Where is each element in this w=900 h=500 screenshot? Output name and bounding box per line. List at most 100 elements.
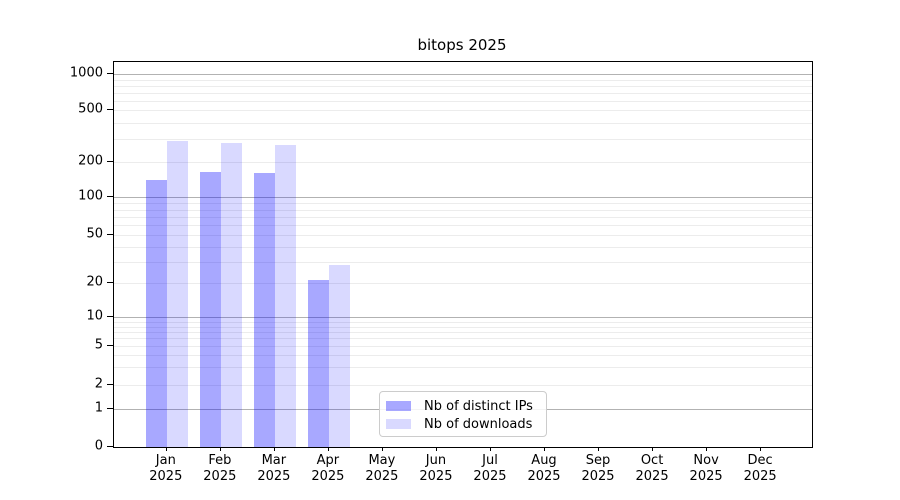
x-tick-label-jul: Jul 2025	[458, 453, 522, 485]
x-tick-mark	[706, 447, 708, 451]
minor-gridline	[114, 85, 812, 87]
minor-gridline	[114, 282, 812, 284]
y-tick-mark	[107, 383, 113, 385]
x-tick-mark	[435, 447, 437, 451]
x-tick-mark	[598, 447, 600, 451]
bar-distinct-ips-apr	[307, 280, 329, 447]
minor-gridline	[114, 203, 812, 205]
minor-gridline	[114, 346, 812, 347]
month-label: Apr	[316, 453, 340, 468]
y-tick-mark	[107, 446, 113, 447]
month-label: Oct	[640, 453, 664, 468]
month-label: Sep	[585, 453, 611, 468]
legend-entry: Nb of downloads	[386, 415, 538, 433]
major-gridline	[114, 197, 812, 199]
minor-gridline	[114, 209, 812, 211]
month-label: Nov	[693, 453, 719, 468]
minor-gridline	[114, 216, 812, 218]
y-tick-label: 50	[86, 226, 103, 242]
x-tick-mark	[273, 447, 275, 451]
y-tick-label: 100	[78, 188, 103, 204]
year-label: 2025	[149, 469, 183, 484]
bar-downloads-apr	[328, 265, 350, 447]
x-tick-mark	[652, 447, 654, 451]
x-tick-mark	[165, 447, 167, 451]
y-tick-mark	[107, 73, 113, 75]
minor-gridline	[114, 162, 812, 163]
y-tick-label: 1000	[69, 65, 103, 81]
minor-gridline	[114, 338, 812, 340]
minor-gridline	[114, 225, 812, 227]
x-tick-mark	[219, 447, 221, 451]
x-tick-label-may: May 2025	[350, 453, 414, 485]
legend: Nb of distinct IPs Nb of downloads	[379, 391, 547, 437]
y-tick-label: 1	[94, 400, 103, 416]
month-label: Dec	[747, 453, 773, 468]
year-label: 2025	[743, 469, 777, 484]
y-tick-mark	[107, 161, 113, 162]
plot-area	[113, 61, 813, 448]
y-tick-mark	[107, 109, 113, 111]
minor-gridline	[114, 235, 812, 237]
chart-title: bitops 2025	[417, 36, 507, 54]
y-tick-mark	[107, 281, 113, 283]
month-label: May	[368, 453, 396, 468]
month-label: Jan	[155, 453, 176, 468]
bar-downloads-mar	[274, 145, 296, 447]
x-tick-label-feb: Feb 2025	[188, 453, 252, 485]
bar-distinct-ips-jan	[145, 180, 167, 447]
legend-swatch	[386, 401, 411, 411]
minor-gridline	[114, 321, 812, 323]
legend-label: Nb of distinct IPs	[424, 398, 533, 414]
year-label: 2025	[311, 469, 345, 484]
minor-gridline	[114, 122, 812, 124]
bar-downloads-feb	[220, 143, 242, 447]
year-label: 2025	[689, 469, 723, 484]
x-axis: Jan 2025 Feb 2025 Mar 2025 Apr 2025 May 2025 Jun 20…	[113, 447, 811, 497]
year-label: 2025	[365, 469, 399, 484]
minor-gridline	[114, 100, 812, 102]
y-tick-label: 200	[78, 153, 103, 169]
y-axis: 0 1 2 5 10 20 50 100 200 500 1000	[0, 61, 113, 454]
minor-gridline	[114, 355, 812, 357]
bar-distinct-ips-mar	[253, 173, 275, 447]
x-tick-label-aug: Aug 2025	[512, 453, 576, 485]
legend-entry: Nb of distinct IPs	[386, 397, 538, 415]
minor-gridline	[114, 384, 812, 386]
minor-gridline	[114, 139, 812, 141]
year-label: 2025	[581, 469, 615, 484]
y-tick-label: 2	[94, 376, 103, 391]
y-tick-mark	[107, 408, 113, 409]
month-label: Aug	[531, 453, 557, 468]
x-tick-label-oct: Oct 2025	[620, 453, 684, 485]
x-tick-label-apr: Apr 2025	[296, 453, 360, 485]
x-tick-label-sep: Sep 2025	[566, 453, 630, 485]
bar-downloads-jan	[166, 141, 188, 447]
year-label: 2025	[635, 469, 669, 484]
y-tick-mark	[107, 196, 113, 198]
minor-gridline	[114, 261, 812, 263]
minor-gridline	[114, 110, 812, 112]
major-gridline	[114, 317, 812, 319]
year-label: 2025	[419, 469, 453, 484]
y-tick-mark	[107, 234, 113, 236]
major-gridline	[114, 74, 812, 76]
month-label: Jun	[425, 453, 447, 468]
minor-gridline	[114, 332, 812, 334]
x-tick-mark	[381, 447, 383, 451]
minor-gridline	[114, 92, 812, 94]
x-tick-mark	[327, 447, 329, 451]
y-tick-label: 10	[86, 308, 103, 324]
minor-gridline	[114, 79, 812, 81]
y-tick-label: 500	[78, 101, 103, 117]
minor-gridline	[114, 326, 812, 328]
minor-gridline	[114, 246, 812, 248]
x-tick-label-jan: Jan 2025	[134, 453, 198, 485]
month-label: Jul	[482, 453, 498, 468]
year-label: 2025	[527, 469, 561, 484]
year-label: 2025	[203, 469, 237, 484]
legend-swatch	[386, 419, 411, 429]
x-tick-label-dec: Dec 2025	[728, 453, 792, 485]
y-tick-label: 20	[86, 274, 103, 290]
